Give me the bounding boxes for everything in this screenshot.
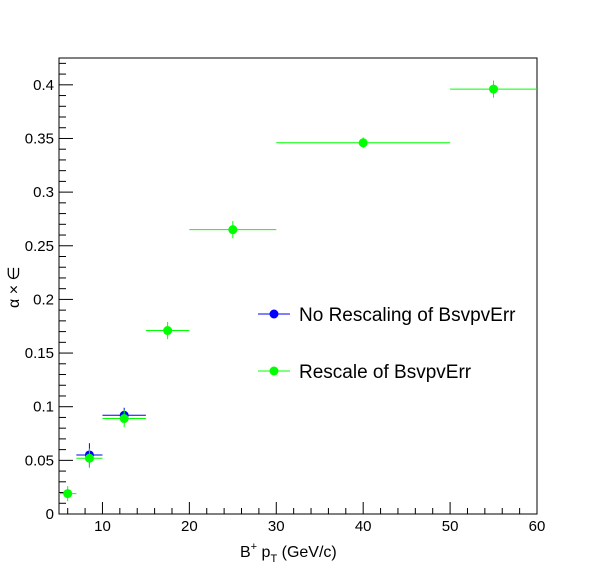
y-tick-label: 0.4 — [33, 77, 54, 94]
legend-entry-no-rescaling: No Rescaling of BsvpvErr — [258, 305, 516, 326]
y-tick-label: 0.15 — [25, 345, 54, 362]
data-point — [228, 225, 238, 235]
y-tick-label: 0.05 — [25, 452, 54, 469]
y-tick-label: 0.3 — [33, 184, 54, 201]
data-point — [84, 453, 94, 463]
data-point — [358, 138, 368, 148]
legend-marker-rescale — [269, 366, 279, 376]
y-tick-label: 0.25 — [25, 238, 54, 255]
y-tick-label: 0.35 — [25, 130, 54, 147]
x-tick-label: 50 — [442, 518, 459, 535]
y-tick-label: 0.2 — [33, 291, 54, 308]
legend-label-rescale: Rescale of BsvpvErr — [299, 362, 472, 383]
y-tick-label: 0 — [46, 506, 54, 523]
legend-entry-rescale: Rescale of BsvpvErr — [258, 362, 472, 383]
x-tick-label: 20 — [181, 518, 198, 535]
x-tick-label: 30 — [268, 518, 285, 535]
axis-ticks — [59, 62, 538, 515]
x-tick-label: 40 — [355, 518, 372, 535]
data-point — [119, 414, 129, 424]
data-point — [63, 489, 73, 499]
plot-frame — [58, 57, 538, 515]
y-axis-title: α × ∈ — [6, 267, 23, 308]
x-tick-label: 60 — [529, 518, 546, 535]
x-tick-labels: 10 20 30 40 50 60 — [94, 518, 545, 535]
data-point — [489, 84, 499, 94]
series-layer — [59, 80, 537, 502]
y-tick-labels: 0 0.05 0.1 0.15 0.2 0.25 0.3 0.35 0.4 — [25, 77, 54, 523]
legend: No Rescaling of BsvpvErr Rescale of Bsvp… — [258, 305, 516, 383]
legend-marker-no-rescaling — [269, 309, 279, 319]
y-tick-label: 0.1 — [33, 399, 54, 416]
x-tick-label: 10 — [94, 518, 111, 535]
x-axis-title: B+ pT (GeV/c) — [240, 541, 337, 565]
legend-label-no-rescaling: No Rescaling of BsvpvErr — [299, 305, 516, 326]
series-2 — [59, 80, 537, 502]
data-point — [163, 326, 173, 336]
